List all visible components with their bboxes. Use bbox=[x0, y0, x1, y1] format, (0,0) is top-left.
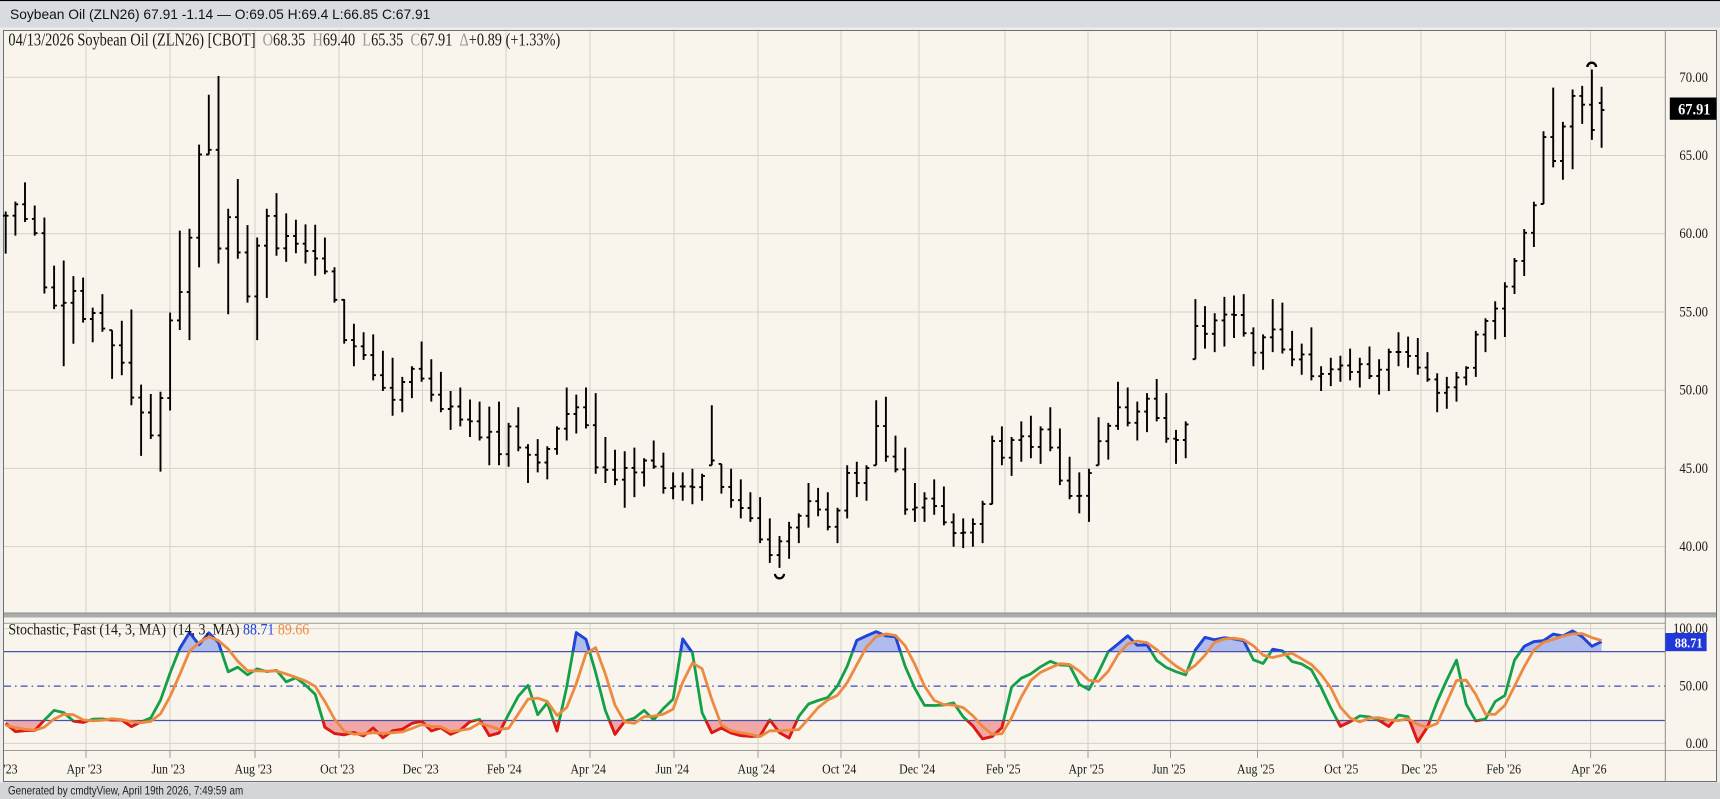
svg-text:55.00: 55.00 bbox=[1679, 305, 1708, 321]
svg-text:Aug '23: Aug '23 bbox=[234, 762, 271, 777]
svg-text:Soybean Oil (ZLN26) 67.91 -1.1: Soybean Oil (ZLN26) 67.91 -1.14 — O:69.0… bbox=[10, 7, 430, 22]
svg-text:Dec '25: Dec '25 bbox=[1401, 762, 1437, 777]
svg-text:60.00: 60.00 bbox=[1679, 226, 1708, 242]
svg-text:Aug '24: Aug '24 bbox=[737, 762, 775, 777]
svg-text:Apr '23: Apr '23 bbox=[66, 762, 101, 777]
svg-text:Apr '25: Apr '25 bbox=[1068, 762, 1103, 777]
svg-text:04/13/2026 Soybean Oil (ZLN26): 04/13/2026 Soybean Oil (ZLN26) [CBOT] O6… bbox=[8, 31, 560, 50]
svg-text:Feb '24: Feb '24 bbox=[487, 762, 522, 777]
svg-text:Oct '24: Oct '24 bbox=[822, 762, 857, 777]
svg-text:Jun '24: Jun '24 bbox=[655, 762, 689, 777]
svg-text:Apr '24: Apr '24 bbox=[570, 762, 606, 777]
svg-text:Jun '25: Jun '25 bbox=[1152, 762, 1185, 777]
svg-text:88.71: 88.71 bbox=[1675, 635, 1703, 651]
svg-text:Jun '23: Jun '23 bbox=[151, 762, 184, 777]
svg-text:40.00: 40.00 bbox=[1679, 539, 1708, 555]
svg-text:Dec '23: Dec '23 bbox=[403, 762, 439, 777]
svg-text:50.00: 50.00 bbox=[1679, 383, 1708, 399]
svg-text:Feb '26: Feb '26 bbox=[1486, 762, 1521, 777]
svg-text:Generated by cmdtyView, April: Generated by cmdtyView, April 19th 2026,… bbox=[8, 785, 243, 798]
svg-text:65.00: 65.00 bbox=[1679, 148, 1708, 164]
svg-text:Oct '23: Oct '23 bbox=[320, 762, 354, 777]
svg-text:Aug '25: Aug '25 bbox=[1237, 762, 1274, 777]
svg-text:Feb '25: Feb '25 bbox=[986, 762, 1021, 777]
svg-text:70.00: 70.00 bbox=[1679, 70, 1708, 86]
svg-text:45.00: 45.00 bbox=[1679, 461, 1708, 477]
svg-text:Oct '25: Oct '25 bbox=[1324, 762, 1358, 777]
svg-text:Apr '26: Apr '26 bbox=[1571, 762, 1606, 777]
svg-text:Dec '24: Dec '24 bbox=[899, 762, 936, 777]
svg-text:50.00: 50.00 bbox=[1679, 679, 1708, 695]
svg-text:Stochastic, Fast (14, 3, MA): Stochastic, Fast (14, 3, MA) (14, 3, MA)… bbox=[8, 622, 309, 639]
svg-text:Feb '23: Feb '23 bbox=[0, 762, 18, 777]
svg-text:67.91: 67.91 bbox=[1678, 101, 1710, 119]
svg-text:0.00: 0.00 bbox=[1686, 736, 1708, 752]
